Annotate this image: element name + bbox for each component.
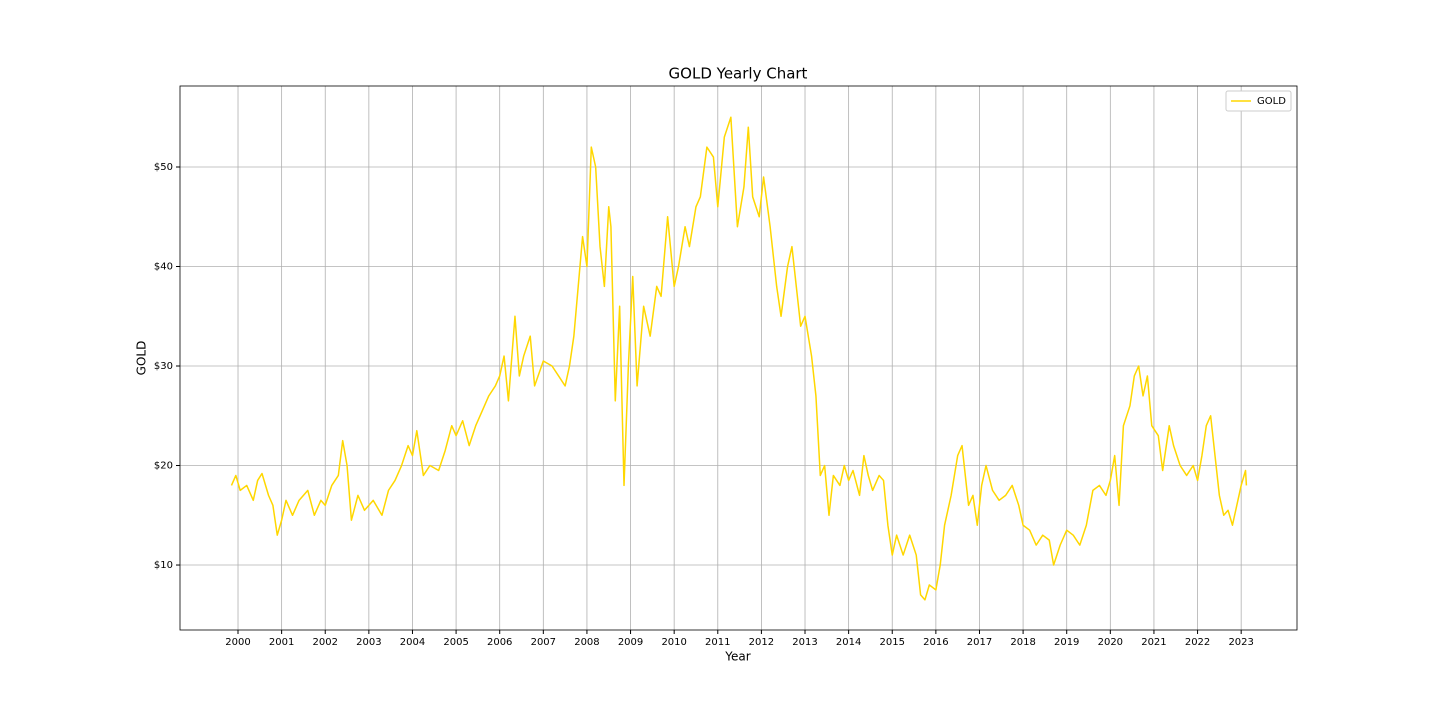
x-tick-label: 2001 <box>269 637 294 648</box>
y-tick-label: $50 <box>154 162 173 173</box>
x-tick-label: 2003 <box>356 637 381 648</box>
y-tick-label: $20 <box>154 461 173 472</box>
x-axis-label: Year <box>724 650 750 664</box>
y-tick-label: $30 <box>154 361 173 372</box>
x-tick-label: 2006 <box>487 637 512 648</box>
x-tick-label: 2019 <box>1054 637 1079 648</box>
x-tick-label: 2008 <box>574 637 599 648</box>
x-tick-label: 2013 <box>792 637 817 648</box>
x-tick-label: 2017 <box>967 637 992 648</box>
x-tick-label: 2007 <box>531 637 556 648</box>
x-tick-label: 2023 <box>1228 637 1253 648</box>
x-tick-label: 2012 <box>749 637 774 648</box>
y-tick-label: $10 <box>154 560 173 571</box>
x-tick-label: 2022 <box>1185 637 1210 648</box>
x-tick-label: 2005 <box>443 637 468 648</box>
x-tick-label: 2002 <box>313 637 338 648</box>
x-tick-label: 2004 <box>400 637 425 648</box>
plot-frame <box>179 85 1298 631</box>
x-tick-label: 2015 <box>880 637 905 648</box>
x-tick-label: 2018 <box>1010 637 1035 648</box>
x-tick-label: 2016 <box>923 637 948 648</box>
y-tick-label: $40 <box>154 262 173 273</box>
x-tick-label: 2010 <box>661 637 686 648</box>
x-tick-label: 2009 <box>618 637 643 648</box>
line-series <box>230 116 1248 601</box>
x-tick-label: 2000 <box>225 637 250 648</box>
legend-box <box>1225 90 1292 112</box>
y-axis-label: GOLD <box>135 341 149 376</box>
x-tick-label: 2020 <box>1098 637 1123 648</box>
x-tick-label: 2014 <box>836 637 861 648</box>
chart-title: GOLD Yearly Chart <box>669 65 808 83</box>
x-tick-label: 2021 <box>1141 637 1166 648</box>
x-tick-label: 2011 <box>705 637 730 648</box>
legend-label: GOLD <box>1257 96 1286 107</box>
